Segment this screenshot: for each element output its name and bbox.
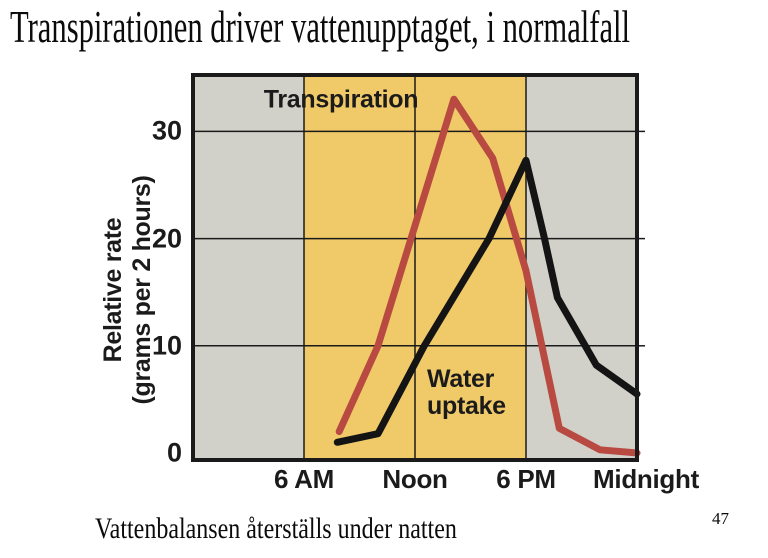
y-axis-title: Relative rate (grams per 2 hours)	[99, 175, 157, 404]
x-tick-midnight: Midnight	[593, 464, 699, 494]
series-label-transpiration: Transpiration	[263, 85, 419, 114]
y-axis-title-line-1: Relative rate	[99, 217, 127, 363]
slide-caption: Vattenbalansen återställs under natten	[95, 512, 457, 545]
series-line-transpiration	[335, 95, 641, 457]
x-tick-6am: 6 AM	[274, 464, 334, 494]
x-tick-6pm: 6 PM	[496, 464, 556, 494]
y-tick-20: 20	[151, 223, 182, 254]
page-number: 47	[712, 509, 729, 528]
series-label-water-uptake-line-1: Water	[427, 365, 495, 393]
plot-area	[191, 73, 645, 462]
band-night-before-dawn	[193, 75, 304, 460]
plot-border	[191, 73, 639, 462]
y-axis-title-line-2: (grams per 2 hours)	[128, 175, 156, 405]
series-line-water-uptake	[333, 156, 641, 446]
chart: Transpiration Water uptake	[191, 73, 645, 462]
band-night-after-dusk	[526, 75, 637, 460]
series-label-water-uptake: Water uptake	[427, 366, 506, 420]
slide-title: Transpirationen driver vattenupptaget, i…	[10, 2, 631, 52]
series-label-water-uptake-line-2: uptake	[427, 392, 506, 420]
y-tick-30: 30	[151, 115, 182, 146]
y-tick-10: 10	[151, 330, 182, 361]
y-tick-0: 0	[166, 437, 182, 468]
x-tick-noon: Noon	[382, 464, 448, 494]
